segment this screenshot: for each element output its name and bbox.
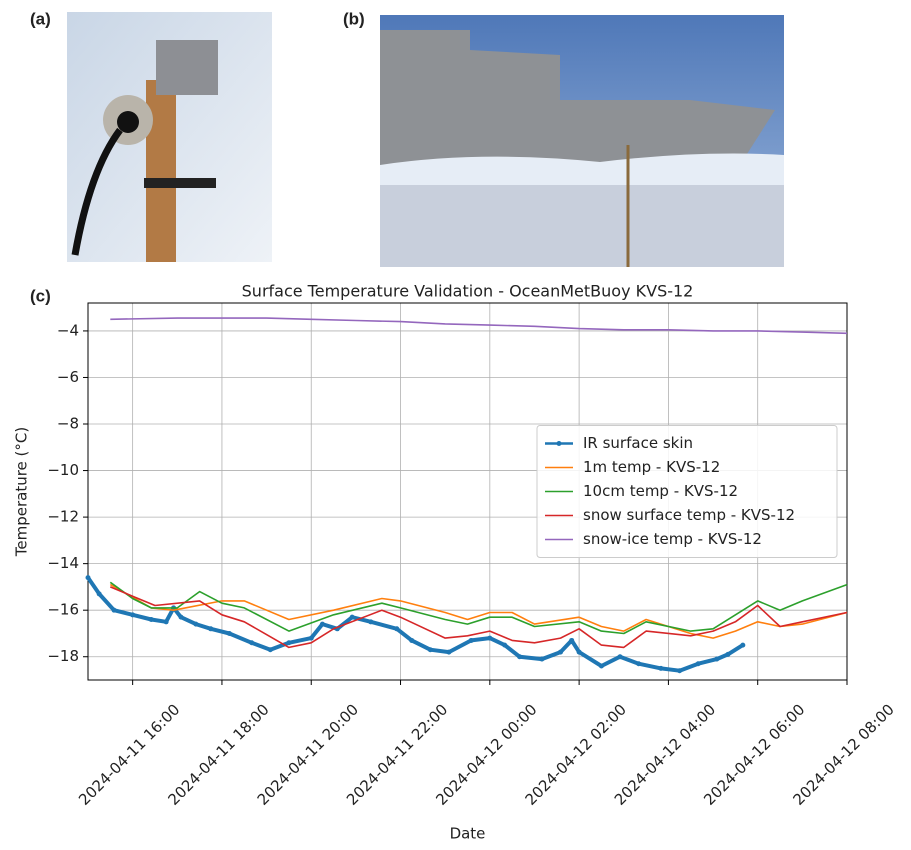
data-point [249, 640, 255, 646]
data-point [148, 616, 154, 622]
data-line [110, 317, 848, 335]
data-point [349, 614, 355, 620]
data-point [569, 637, 575, 643]
legend-label: snow-ice temp - KVS-12 [583, 530, 762, 548]
legend-label: IR surface skin [583, 434, 693, 452]
chart-title: Surface Temperature Validation - OceanMe… [242, 282, 694, 301]
panel-label: (a) [30, 9, 51, 28]
legend-marker [556, 441, 562, 446]
panel-label: (c) [30, 286, 51, 305]
photo-a [67, 12, 272, 262]
y-tick-label: −16 [47, 601, 79, 619]
data-point [468, 637, 474, 643]
data-point [208, 626, 214, 632]
data-point [409, 637, 415, 643]
data-point [658, 665, 664, 671]
data-point [193, 621, 199, 627]
legend-label: 10cm temp - KVS-12 [583, 482, 738, 500]
data-point [308, 635, 314, 641]
data-point [725, 651, 731, 657]
data-point [85, 575, 91, 581]
data-point [286, 640, 292, 646]
data-point [714, 656, 720, 662]
data-point [598, 663, 604, 669]
data-point [558, 649, 564, 655]
plot-frame [87, 302, 848, 681]
data-point [502, 642, 508, 648]
data-point [267, 647, 273, 653]
y-tick-label: −18 [47, 647, 79, 665]
data-point [178, 614, 184, 620]
y-tick-label: −14 [47, 554, 79, 572]
y-tick-label: −10 [47, 461, 79, 479]
legend-label: snow surface temp - KVS-12 [583, 506, 795, 524]
data-point [427, 647, 433, 653]
data-point [740, 642, 746, 648]
x-axis-label: Date [450, 825, 486, 843]
data-point [446, 649, 452, 655]
data-point [394, 626, 400, 632]
data-point [695, 661, 701, 667]
panel-label: (b) [343, 9, 365, 28]
legend-box [536, 425, 838, 558]
y-tick-label: −4 [57, 321, 79, 339]
data-point [130, 612, 136, 618]
legend-label: 1m temp - KVS-12 [583, 458, 720, 476]
data-point [576, 649, 582, 655]
data-point [226, 630, 232, 636]
data-point [617, 654, 623, 660]
y-tick-label: −8 [57, 415, 79, 433]
data-line [109, 581, 848, 635]
photo-b [380, 15, 784, 267]
data-point [368, 619, 374, 625]
data-point [539, 656, 545, 662]
data-line [86, 576, 744, 673]
data-point [636, 661, 642, 667]
data-line [109, 586, 848, 649]
data-point [517, 654, 523, 660]
y-tick-label: −6 [57, 368, 79, 386]
data-point [319, 621, 325, 627]
data-point [163, 619, 169, 625]
y-axis-label: Temperature (°C) [13, 427, 31, 557]
data-point [487, 635, 493, 641]
x-tick-label: 2024-04-12 08:00 [789, 700, 897, 808]
y-tick-label: −12 [47, 508, 79, 526]
data-line [109, 583, 848, 639]
data-point [111, 607, 117, 613]
data-point [96, 591, 102, 597]
data-point [677, 668, 683, 674]
